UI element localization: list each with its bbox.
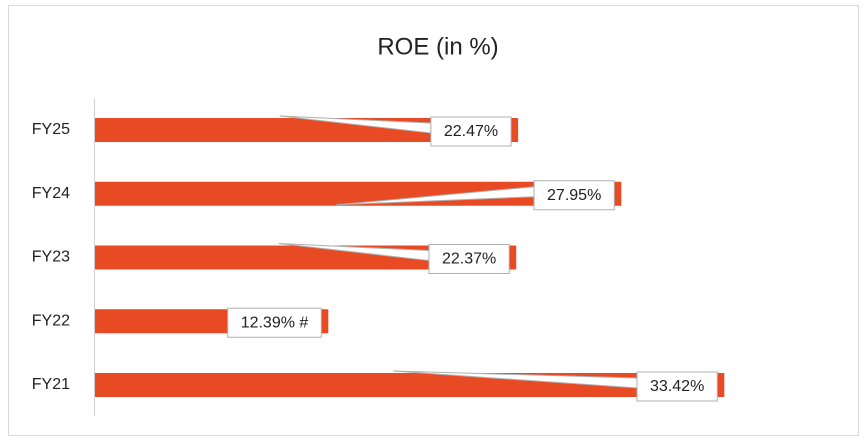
data-label: 22.47% bbox=[444, 123, 498, 140]
y-tick-label: FY22 bbox=[32, 312, 70, 329]
data-label: 27.95% bbox=[547, 187, 601, 204]
chart-frame bbox=[8, 5, 859, 436]
y-tick-label: FY21 bbox=[32, 376, 70, 393]
data-label-box bbox=[227, 307, 322, 338]
chart-title: ROE (in %) bbox=[377, 33, 498, 60]
data-label: 33.42% bbox=[650, 378, 704, 395]
data-label: 22.37% bbox=[442, 251, 496, 268]
data-label-box bbox=[533, 180, 615, 211]
y-tick-label: FY25 bbox=[32, 121, 70, 138]
data-label-box bbox=[636, 371, 718, 402]
y-tick-label: FY24 bbox=[32, 185, 70, 202]
data-label-box bbox=[428, 244, 510, 274]
data-label-box bbox=[430, 116, 512, 147]
data-label: 12.39% # bbox=[241, 314, 309, 331]
y-tick-label: FY23 bbox=[32, 249, 70, 266]
